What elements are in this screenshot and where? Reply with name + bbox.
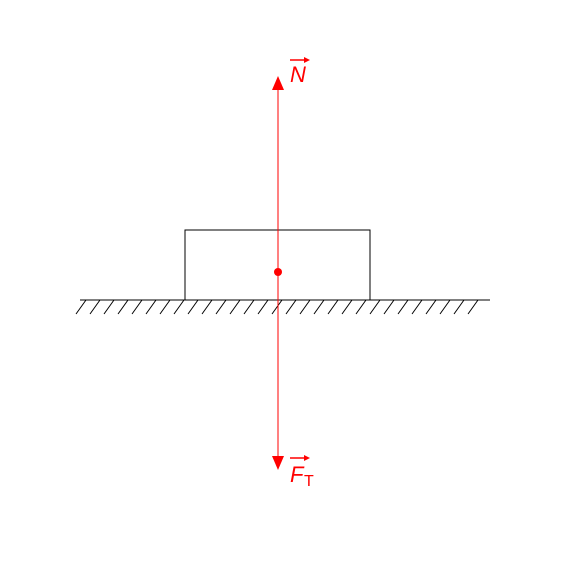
force-ft-vector-overline-head <box>304 455 310 461</box>
force-ft-label: F <box>290 462 305 487</box>
center-point <box>274 268 282 276</box>
force-n-arrowhead <box>272 76 284 90</box>
force-ft-label-sub: T <box>304 473 314 490</box>
force-ft-arrowhead <box>272 456 284 470</box>
force-n-label: N <box>290 62 306 87</box>
ground-hatching <box>76 300 478 314</box>
